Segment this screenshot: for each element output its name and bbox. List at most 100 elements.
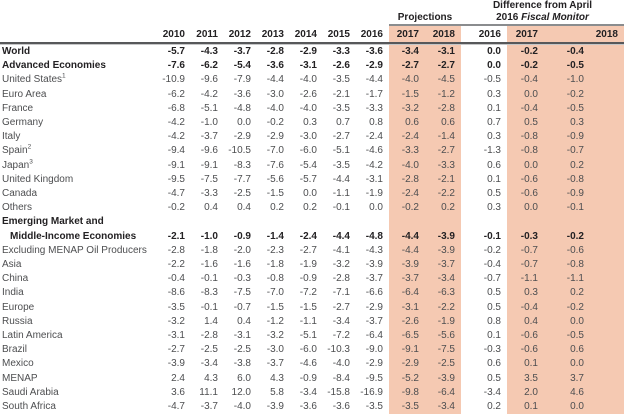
value-cell: -8.4 <box>332 372 350 384</box>
year-header: 2011 <box>191 26 224 44</box>
value-cell: -3.2 <box>167 315 185 327</box>
value-cell: 3.5 <box>507 371 544 386</box>
value-cell: -0.4 <box>167 273 185 285</box>
value-cell: 0.0 <box>507 201 544 216</box>
table-row: Asia -2.2 -1.6 -1.6 -1.8 -1.9 -3.2 -3.9 -3.9 -3.7… <box>0 258 624 273</box>
value-cell: 0.1 <box>487 173 501 185</box>
value-cell: -0.7 <box>233 301 251 313</box>
year-header: 2017 <box>389 26 425 44</box>
value-cell: -3.1 <box>233 330 251 342</box>
value-cell: -16.9 <box>360 386 383 398</box>
value-cell: -1.5 <box>299 301 317 313</box>
value-cell: -4.0 <box>389 158 425 173</box>
value-cell: -0.2 <box>544 215 624 244</box>
projections-label: Projections <box>397 11 453 23</box>
value-cell: -4.0 <box>233 401 251 413</box>
value-cell: 0.3 <box>544 116 624 131</box>
value-cell: -4.0 <box>266 102 284 114</box>
value-cell: 0.0 <box>544 400 624 415</box>
value-cell: -3.4 <box>425 400 461 415</box>
row-label: United States1 <box>2 73 66 86</box>
table-row: Germany -4.2 -1.0 0.0 -0.2 0.3 0.7 0.8 0.6 0.6 0.7… <box>0 116 624 131</box>
value-cell: -2.7 <box>332 131 350 143</box>
row-label: United Kingdom <box>2 173 74 185</box>
value-cell: -0.5 <box>483 74 501 86</box>
row-label: Latin America <box>2 330 63 342</box>
value-cell: -9.1 <box>200 159 218 171</box>
value-cell: -2.9 <box>266 131 284 143</box>
value-cell: -4.8 <box>365 230 383 242</box>
value-cell: -0.4 <box>507 73 544 88</box>
value-cell: -1.9 <box>365 188 383 200</box>
value-cell: 2.4 <box>171 372 185 384</box>
value-cell: -2.3 <box>266 244 284 256</box>
value-cell: -2.5 <box>200 344 218 356</box>
value-cell: 0.0 <box>507 87 544 102</box>
value-cell: 0.0 <box>487 60 501 72</box>
table-row: World -5.7 -4.3 -3.7 -2.8 -2.9 -3.3 -3.6 -3.4 -3.… <box>0 44 624 60</box>
value-cell: -4.2 <box>167 117 185 129</box>
value-cell: 0.5 <box>487 301 501 313</box>
value-cell: -0.2 <box>507 59 544 74</box>
value-cell: -2.1 <box>332 88 350 100</box>
value-cell: -4.4 <box>389 243 425 259</box>
value-cell: -3.5 <box>365 401 383 413</box>
value-cell: 0.2 <box>303 202 317 214</box>
value-cell: 0.0 <box>237 117 251 129</box>
value-cell: -6.0 <box>299 344 317 356</box>
value-cell: -2.5 <box>233 188 251 200</box>
value-cell: 4.3 <box>204 372 218 384</box>
value-cell: -0.8 <box>507 144 544 159</box>
value-cell: -2.9 <box>365 60 383 72</box>
value-cell: -1.2 <box>266 315 284 327</box>
value-cell: -9.8 <box>389 385 425 401</box>
value-cell: -0.5 <box>544 59 624 74</box>
value-cell: 4.3 <box>270 372 284 384</box>
value-cell: -3.1 <box>167 330 185 342</box>
value-cell: -5.1 <box>200 102 218 114</box>
value-cell: 0.6 <box>389 116 425 131</box>
row-label: Russia <box>2 315 33 327</box>
value-cell: -2.7 <box>425 59 461 74</box>
value-cell: -1.6 <box>200 259 218 271</box>
year-header: 2018 <box>425 26 461 44</box>
row-label: France <box>2 102 34 114</box>
table-row: Italy -4.2 -3.7 -2.9 -2.9 -3.0 -2.7 -2.4 -2.4 -1.… <box>0 130 624 145</box>
table-row: Euro Area -6.2 -4.2 -3.6 -3.0 -2.6 -2.1 -1.7 -1.… <box>0 87 624 102</box>
value-cell: -0.4 <box>507 300 544 315</box>
value-cell: -0.1 <box>200 301 218 313</box>
value-cell: -4.4 <box>332 230 350 242</box>
value-cell: 1.4 <box>204 315 218 327</box>
value-cell: -0.1 <box>332 202 350 214</box>
row-label: Spain2 <box>2 144 32 157</box>
value-cell: -3.6 <box>266 60 284 72</box>
value-cell: -7.1 <box>332 287 350 299</box>
value-cell: -1.5 <box>389 87 425 102</box>
year-header: 2014 <box>290 26 323 44</box>
table-row: France -6.8 -5.1 -4.8 -4.0 -4.0 -3.5 -3.3 -3.2 -2… <box>0 101 624 117</box>
table-row: Excluding MENAP Oil Producers -2.8 -1.8 -2.… <box>0 243 624 259</box>
value-cell: 0.0 <box>507 158 544 173</box>
value-cell: -4.8 <box>233 102 251 114</box>
value-cell: 11.1 <box>199 386 218 398</box>
value-cell: -0.2 <box>544 300 624 315</box>
value-cell: -3.7 <box>266 358 284 370</box>
value-cell: 3.7 <box>544 371 624 386</box>
value-cell: -3.7 <box>200 401 218 413</box>
value-cell: -0.6 <box>507 329 544 344</box>
value-cell: -3.7 <box>389 272 425 287</box>
value-cell: -0.2 <box>507 44 544 60</box>
value-cell: -1.2 <box>425 87 461 102</box>
value-cell: -0.9 <box>544 187 624 202</box>
value-cell: -7.0 <box>266 287 284 299</box>
value-cell: 0.0 <box>461 44 507 59</box>
table-row: Emerging Market and Middle-Income Economi… <box>0 215 624 244</box>
value-cell: -3.2 <box>389 101 425 117</box>
value-cell: -9.6 <box>200 145 218 157</box>
value-cell: 0.7 <box>336 117 350 129</box>
value-cell: -7.5 <box>200 173 218 185</box>
value-cell: -7.6 <box>266 159 284 171</box>
value-cell: -3.7 <box>365 315 383 327</box>
value-cell: -4.0 <box>332 358 350 370</box>
value-cell: -2.6 <box>332 60 350 72</box>
